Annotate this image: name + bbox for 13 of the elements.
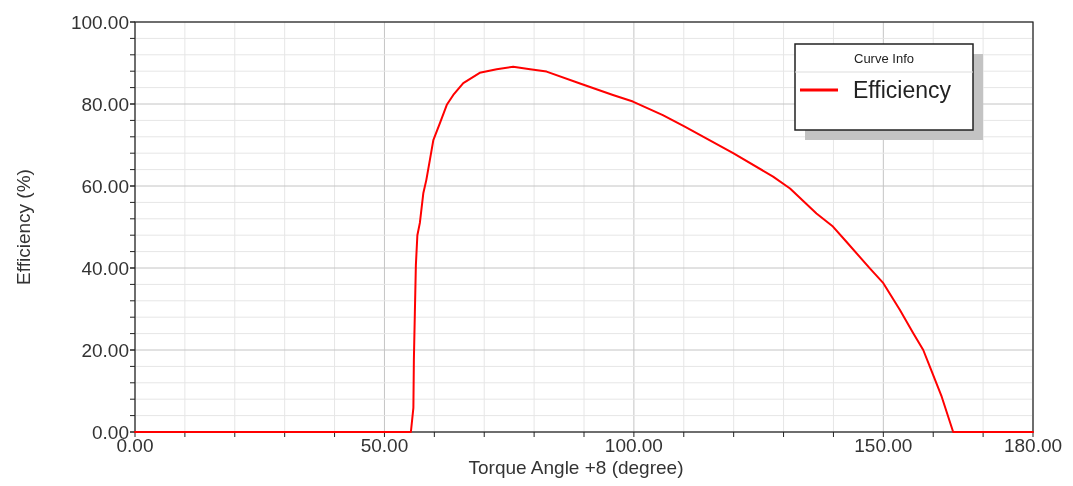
x-tick-label: 180.00 [1003,435,1063,456]
y-tick-label: 80.00 [81,93,129,115]
x-tick-label: 50.00 [360,435,409,456]
y-tick-label: 100.00 [70,11,129,33]
legend-title: Curve Info [854,51,914,66]
y-tick-label: 40.00 [81,257,129,279]
y-tick-label: 60.00 [81,175,129,197]
y-tick-label: 20.00 [81,339,129,361]
legend-label: Efficiency [853,77,952,104]
x-axis-title: Torque Angle +8 (degree) [468,457,684,478]
x-tick-label: 100.00 [604,435,663,456]
y-axis-title: Efficiency (%) [13,169,34,285]
x-tick-label: 150.00 [854,435,913,456]
